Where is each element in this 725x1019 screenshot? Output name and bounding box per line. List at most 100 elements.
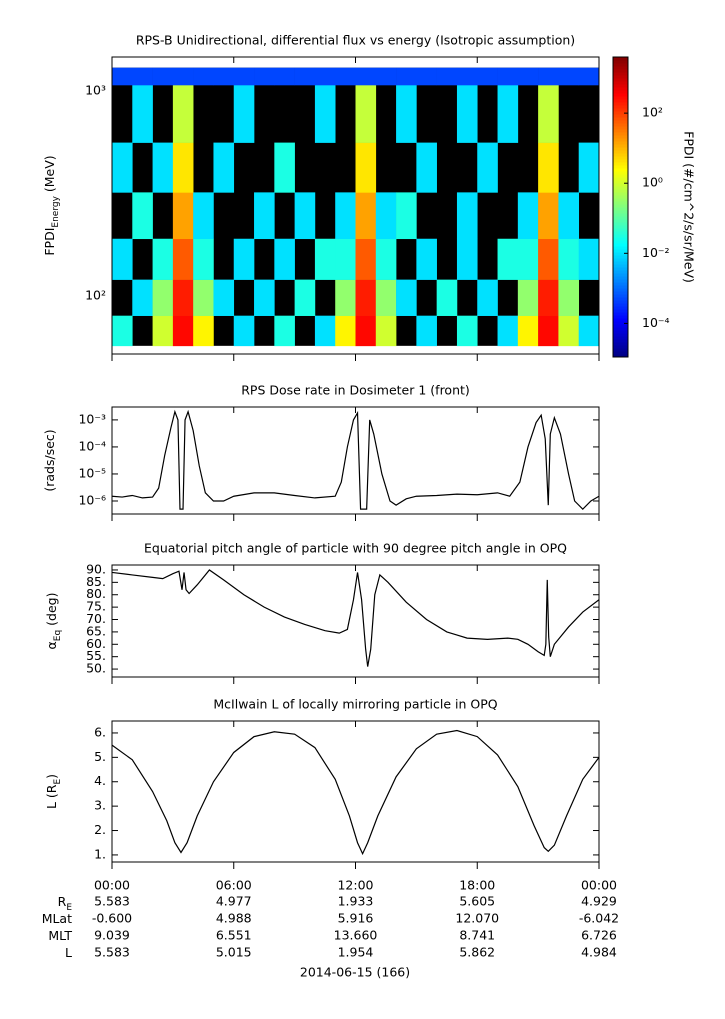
heat-cell: [375, 192, 397, 240]
colorbar-step: [613, 105, 628, 109]
heat-cell: [193, 238, 214, 280]
colorbar-tick-label: 10⁰: [642, 175, 663, 190]
heat-cell: [335, 238, 356, 280]
heat-cell: [355, 67, 377, 86]
y-tick-label: 6.: [94, 724, 106, 739]
y-axis-label-part: E: [53, 779, 63, 785]
heat-cell: [578, 142, 599, 193]
colorbar-step: [613, 180, 628, 184]
date-label: 2014-06-15 (166): [300, 965, 410, 980]
colorbar-step: [613, 348, 628, 352]
ephemeris-label-text: MLT: [48, 928, 72, 943]
y-axis-label: αEq (deg): [44, 593, 63, 650]
y-tick-label: 10³: [85, 83, 106, 98]
x-tick-label: 00:00: [581, 878, 617, 893]
colorbar-step: [613, 90, 628, 94]
colorbar-tick-label: 10²: [642, 105, 663, 120]
colorbar-step: [613, 327, 628, 331]
colorbar-step: [613, 330, 628, 334]
y-axis-label-part: (MeV): [42, 155, 57, 196]
panel-title: RPS Dose rate in Dosimeter 1 (front): [241, 383, 470, 398]
heat-cell: [517, 67, 539, 86]
plot-area: [112, 569, 599, 667]
colorbar-step: [613, 174, 628, 178]
colorbar-step: [613, 141, 628, 145]
heat-cell: [558, 238, 580, 280]
colorbar-step: [613, 279, 628, 283]
colorbar-step: [613, 252, 628, 256]
colorbar-step: [613, 75, 628, 79]
heat-cell: [193, 279, 214, 316]
y-axis-label-part: FPDI: [42, 228, 57, 256]
colorbar-step: [613, 255, 628, 259]
heat-cell: [497, 238, 519, 280]
y-axis-label-part: Eq: [53, 630, 63, 641]
heat-cell: [477, 279, 498, 316]
heat-cell: [132, 67, 153, 86]
colorbar-step: [613, 108, 628, 112]
colorbar-step: [613, 213, 628, 217]
colorbar-step: [613, 270, 628, 274]
ephemeris-label-text: MLat: [42, 911, 72, 926]
colorbar-step: [613, 72, 628, 76]
heat-cell: [152, 67, 174, 86]
ephemeris-label: RE: [58, 894, 73, 913]
heat-cell: [213, 67, 235, 86]
y-tick-label: 2.: [94, 822, 106, 837]
heat-cell: [294, 192, 316, 240]
colorbar-step: [613, 57, 628, 61]
heat-cell: [538, 142, 559, 193]
colorbar-step: [613, 81, 628, 85]
colorbar-step: [613, 129, 628, 133]
heat-cell: [558, 67, 580, 86]
ephemeris-value: 4.977: [216, 894, 252, 909]
heat-cell: [456, 85, 478, 143]
y-axis-label-part: Energy: [51, 195, 61, 227]
colorbar-step: [613, 66, 628, 70]
heat-cell: [152, 315, 174, 347]
y-tick-label: 10⁻⁴: [78, 438, 106, 453]
colorbar-step: [613, 147, 628, 151]
heat-cell: [517, 192, 539, 240]
colorbar-step: [613, 189, 628, 193]
colorbar-step: [613, 264, 628, 268]
y-axis-label-part: (deg): [44, 593, 59, 630]
heat-cell: [112, 315, 133, 347]
heat-cell: [538, 192, 559, 240]
heat-cell: [416, 67, 437, 86]
colorbar-step: [613, 117, 628, 121]
colorbar-step: [613, 288, 628, 292]
colorbar-step: [613, 93, 628, 97]
heat-cell: [132, 192, 153, 240]
ephemeris-value: 5.583: [94, 894, 130, 909]
heat-cell: [193, 315, 214, 347]
colorbar-step: [613, 237, 628, 241]
colorbar-step: [613, 246, 628, 250]
heat-cell: [375, 238, 397, 280]
y-axis-label: (rads/sec): [42, 429, 57, 491]
colorbar-step: [613, 249, 628, 253]
ephemeris-label: MLat: [42, 911, 72, 926]
heat-cell: [355, 192, 377, 240]
heat-cell: [538, 85, 559, 143]
colorbar-step: [613, 111, 628, 115]
x-tick-label: 18:00: [459, 878, 495, 893]
heat-cell: [335, 192, 356, 240]
heat-cell: [497, 315, 519, 347]
heat-cell: [558, 279, 580, 316]
colorbar-step: [613, 114, 628, 118]
heat-cell: [436, 279, 458, 316]
heat-cell: [172, 238, 194, 280]
heat-cell: [335, 279, 356, 316]
heat-cell: [578, 238, 599, 280]
heat-cell: [172, 85, 194, 143]
heat-cell: [578, 67, 599, 86]
heat-cell: [456, 192, 478, 240]
colorbar-step: [613, 336, 628, 340]
colorbar-step: [613, 222, 628, 226]
colorbar-step: [613, 192, 628, 196]
colorbar-step: [613, 258, 628, 262]
colorbar-step: [613, 309, 628, 313]
y-tick-label: 5.: [94, 749, 106, 764]
heat-cell: [456, 238, 478, 280]
